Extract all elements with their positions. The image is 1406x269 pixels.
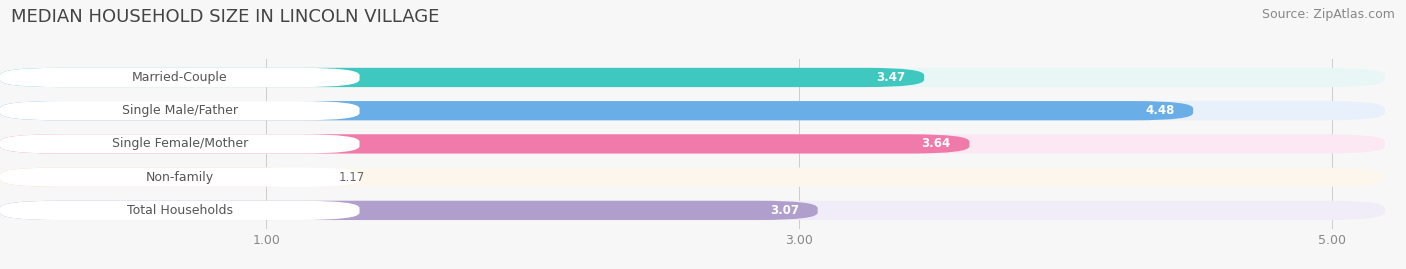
FancyBboxPatch shape bbox=[0, 168, 1385, 187]
FancyBboxPatch shape bbox=[0, 68, 924, 87]
FancyBboxPatch shape bbox=[0, 68, 360, 87]
FancyBboxPatch shape bbox=[0, 201, 818, 220]
FancyBboxPatch shape bbox=[0, 134, 970, 154]
Text: 3.47: 3.47 bbox=[876, 71, 905, 84]
Text: Total Households: Total Households bbox=[127, 204, 233, 217]
Text: 4.48: 4.48 bbox=[1144, 104, 1174, 117]
FancyBboxPatch shape bbox=[0, 201, 360, 220]
Text: 1.17: 1.17 bbox=[339, 171, 364, 184]
Text: 3.64: 3.64 bbox=[921, 137, 950, 150]
Text: Single Female/Mother: Single Female/Mother bbox=[111, 137, 247, 150]
FancyBboxPatch shape bbox=[0, 68, 1385, 87]
FancyBboxPatch shape bbox=[0, 134, 360, 154]
Text: Single Male/Father: Single Male/Father bbox=[122, 104, 238, 117]
FancyBboxPatch shape bbox=[0, 201, 1385, 220]
FancyBboxPatch shape bbox=[0, 101, 1194, 120]
FancyBboxPatch shape bbox=[0, 168, 312, 187]
Text: MEDIAN HOUSEHOLD SIZE IN LINCOLN VILLAGE: MEDIAN HOUSEHOLD SIZE IN LINCOLN VILLAGE bbox=[11, 8, 440, 26]
FancyBboxPatch shape bbox=[0, 101, 360, 120]
Text: Married-Couple: Married-Couple bbox=[132, 71, 228, 84]
Text: Source: ZipAtlas.com: Source: ZipAtlas.com bbox=[1261, 8, 1395, 21]
Text: Non-family: Non-family bbox=[146, 171, 214, 184]
FancyBboxPatch shape bbox=[0, 101, 1385, 120]
Text: 3.07: 3.07 bbox=[770, 204, 799, 217]
FancyBboxPatch shape bbox=[0, 168, 360, 187]
FancyBboxPatch shape bbox=[0, 134, 1385, 154]
